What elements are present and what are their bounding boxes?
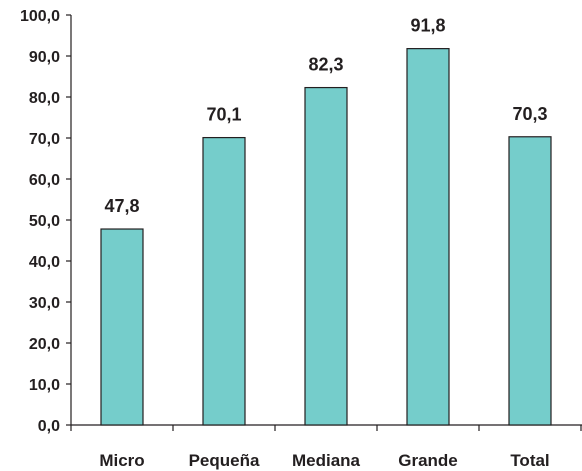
bar-pequeña (202, 136, 246, 426)
data-label: 47,8 (104, 196, 139, 216)
bar-grande (406, 48, 450, 426)
y-tick-label: 40,0 (29, 254, 60, 271)
y-tick-label: 100,0 (20, 8, 60, 25)
bar-micro (100, 228, 144, 426)
x-category-label: Pequeña (189, 451, 260, 470)
data-label: 91,8 (410, 16, 445, 36)
y-tick-label: 70,0 (29, 131, 60, 148)
bar-total (508, 136, 552, 426)
y-tick-label: 0,0 (38, 418, 60, 435)
data-label: 70,1 (206, 105, 241, 125)
x-category-label: Total (510, 451, 549, 470)
y-tick-label: 50,0 (29, 213, 60, 230)
x-axis: Micro Pequeña Mediana Grande Total (70, 424, 582, 470)
y-tick-label: 30,0 (29, 295, 60, 312)
data-label: 82,3 (308, 55, 343, 75)
bar-mediana (304, 86, 348, 426)
y-axis: 0,0 10,0 20,0 30,0 40,0 50,0 60,0 70,0 80,0 90,0 1… (20, 8, 72, 435)
data-label: 70,3 (512, 104, 547, 124)
x-category-label: Grande (398, 451, 458, 470)
x-category-label: Micro (99, 451, 144, 470)
y-tick-label: 60,0 (29, 172, 60, 189)
data-labels: 47,8 70,1 82,3 91,8 70,3 (104, 16, 547, 216)
bars (100, 48, 552, 426)
y-tick-label: 10,0 (29, 377, 60, 394)
y-tick-label: 90,0 (29, 49, 60, 66)
y-tick-label: 20,0 (29, 336, 60, 353)
x-category-label: Mediana (292, 451, 361, 470)
y-tick-label: 80,0 (29, 90, 60, 107)
